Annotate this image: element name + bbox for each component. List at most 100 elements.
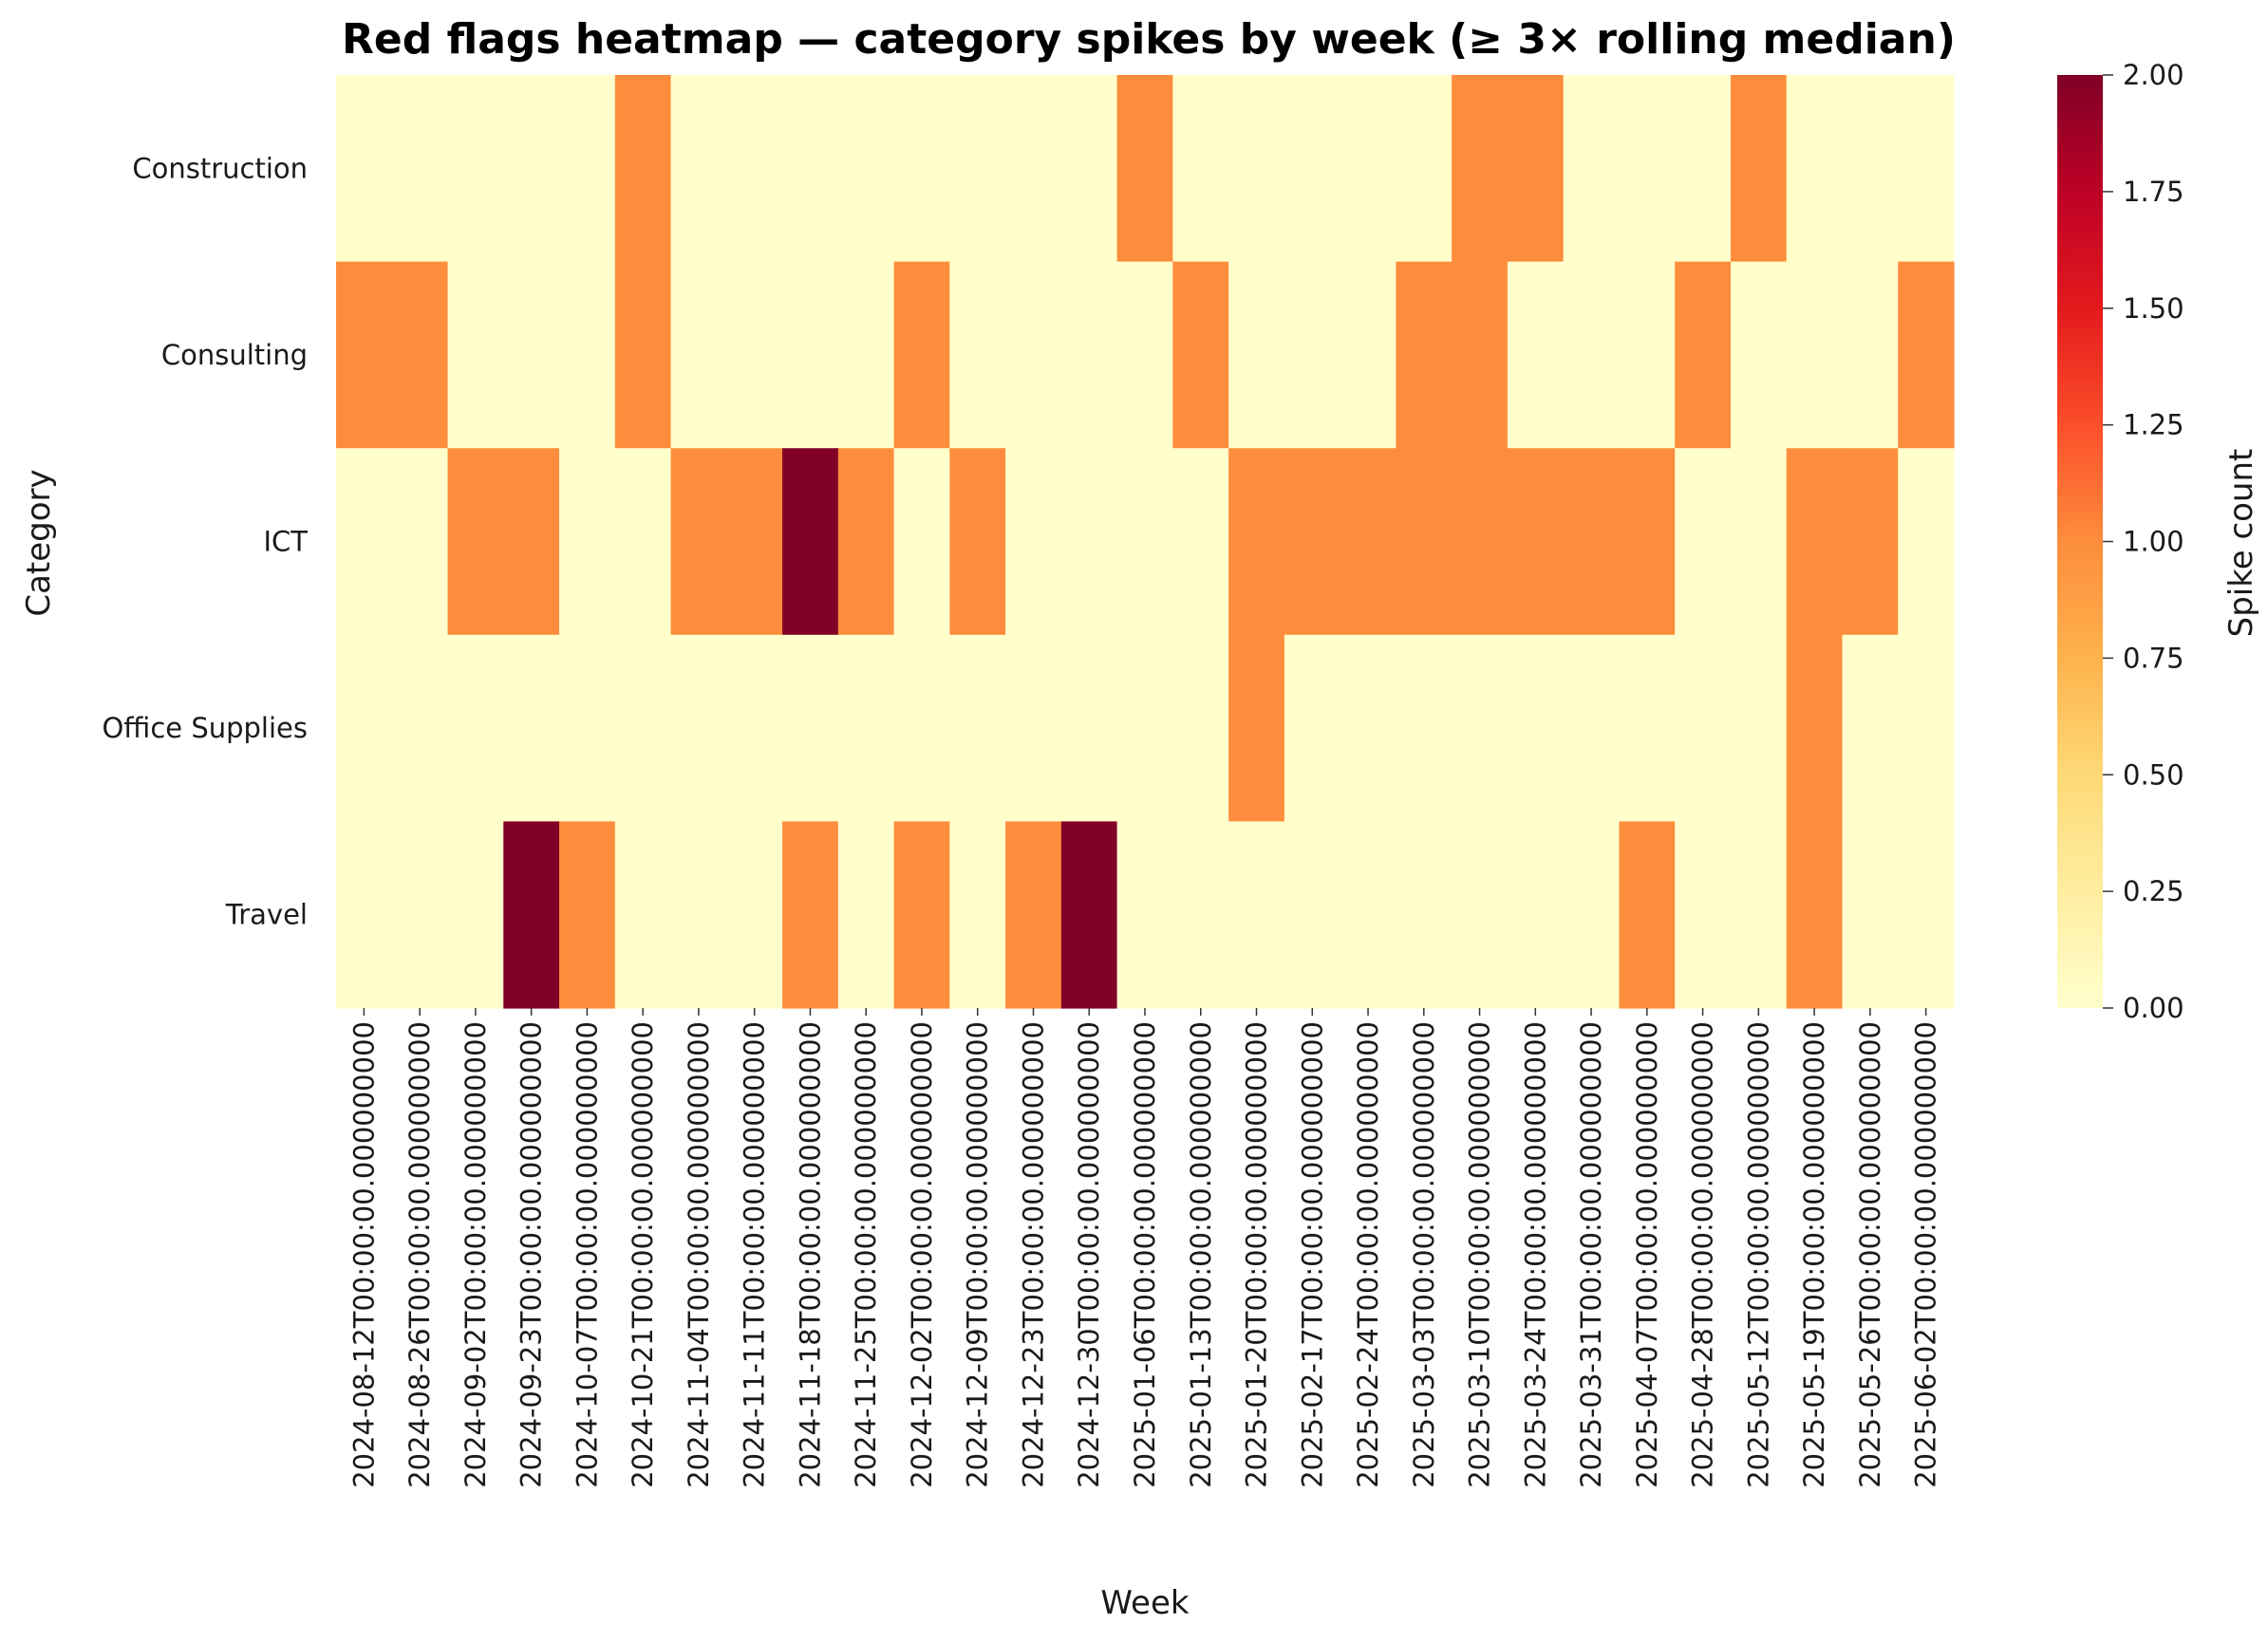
heatmap-cell: [1228, 75, 1285, 263]
y-tick-label: Consulting: [161, 339, 308, 371]
heatmap-cell: [893, 634, 950, 822]
heatmap-cell: [949, 448, 1006, 636]
heatmap-cell: [559, 821, 616, 1009]
heatmap-cell: [503, 448, 560, 636]
heatmap-cell: [949, 821, 1006, 1009]
heatmap-cell: [782, 75, 839, 263]
y-tick-label: ICT: [263, 526, 308, 558]
colorbar-label: Spike count: [2222, 449, 2260, 638]
x-tick-label: 2025-06-02T00:00:00.000000000: [1910, 1021, 1942, 1488]
heatmap-cell: [837, 75, 895, 263]
heatmap-cell: [782, 634, 839, 822]
heatmap-cell: [949, 634, 1006, 822]
x-tick-label: 2025-05-19T00:00:00.000000000: [1798, 1021, 1830, 1488]
heatmap-cell: [614, 821, 672, 1009]
heatmap-cell: [1060, 448, 1118, 636]
y-tick-label: Office Supplies: [102, 712, 308, 744]
heatmap-cell: [614, 634, 672, 822]
colorbar-tick-label: 1.25: [2123, 409, 2184, 441]
heatmap-cell: [1005, 821, 1062, 1009]
heatmap-cell: [336, 634, 393, 822]
heatmap-cell: [391, 448, 449, 636]
heatmap-cell: [559, 448, 616, 636]
heatmap-cell: [1452, 261, 1509, 449]
x-tick-label: 2025-01-13T00:00:00.000000000: [1185, 1021, 1217, 1488]
heatmap-cell: [1116, 261, 1173, 449]
heatmap-cell: [1005, 448, 1062, 636]
heatmap-cell: [1172, 75, 1229, 263]
colorbar-tick-label: 0.00: [2123, 992, 2184, 1024]
heatmap-cell: [1786, 448, 1844, 636]
heatmap-cell: [1507, 261, 1565, 449]
heatmap-cell: [447, 261, 504, 449]
heatmap-cell: [1172, 448, 1229, 636]
heatmap-cell: [837, 634, 895, 822]
x-tick-label: 2024-11-25T00:00:00.000000000: [850, 1021, 882, 1488]
heatmap-cell: [1284, 821, 1341, 1009]
heatmap-cell: [1730, 634, 1788, 822]
heatmap-cell: [1060, 821, 1118, 1009]
heatmap-cell: [726, 634, 783, 822]
x-tick-label: 2024-12-02T00:00:00.000000000: [906, 1021, 938, 1488]
heatmap-cell: [1340, 261, 1397, 449]
heatmap-cell: [1396, 448, 1453, 636]
heatmap-cell: [503, 75, 560, 263]
x-tick-label: 2025-03-31T00:00:00.000000000: [1575, 1021, 1607, 1488]
heatmap-cell: [1116, 448, 1173, 636]
heatmap-cell: [1619, 75, 1676, 263]
heatmap-cell: [336, 75, 393, 263]
heatmap-cells: [336, 75, 1955, 1009]
heatmap-cell: [1675, 448, 1732, 636]
heatmap-cell: [1563, 261, 1621, 449]
heatmap-cell: [1452, 634, 1509, 822]
heatmap-cell: [837, 261, 895, 449]
heatmap-cell: [1730, 75, 1788, 263]
heatmap-cell: [1563, 448, 1621, 636]
heatmap-cell: [559, 261, 616, 449]
heatmap-cell: [1452, 75, 1509, 263]
heatmap-cell: [1842, 634, 1899, 822]
heatmap-cell: [1172, 821, 1229, 1009]
heatmap-cell: [1619, 448, 1676, 636]
heatmap-cell: [1842, 75, 1899, 263]
x-tick-label: 2024-12-09T00:00:00.000000000: [962, 1021, 994, 1488]
x-tick-label: 2025-04-07T00:00:00.000000000: [1631, 1021, 1663, 1488]
heatmap-cell: [614, 448, 672, 636]
colorbar-tick-label: 1.75: [2123, 176, 2184, 208]
heatmap-cell: [1619, 634, 1676, 822]
heatmap-cell: [1842, 448, 1899, 636]
heatmap-cell: [336, 821, 393, 1009]
heatmap-cell: [1786, 821, 1844, 1009]
y-tick-label: Construction: [132, 152, 308, 184]
heatmap-cell: [336, 448, 393, 636]
x-tick-label: 2025-03-10T00:00:00.000000000: [1464, 1021, 1496, 1488]
heatmap-cell: [1284, 448, 1341, 636]
heatmap-cell: [559, 634, 616, 822]
heatmap-cell: [1675, 261, 1732, 449]
colorbar-ticks: 0.00 0.25 0.50 0.75 1.00 1.25 1.50 1.75 2.00: [2103, 59, 2184, 1024]
heatmap-cell: [893, 448, 950, 636]
heatmap-cell: [1396, 634, 1453, 822]
heatmap-cell: [1619, 821, 1676, 1009]
x-axis-label: Week: [1100, 1584, 1189, 1622]
heatmap-cell: [614, 75, 672, 263]
heatmap-cell: [949, 75, 1006, 263]
heatmap-cell: [1675, 75, 1732, 263]
x-tick-label: 2025-01-06T00:00:00.000000000: [1129, 1021, 1161, 1488]
heatmap-cell: [1898, 821, 1955, 1009]
heatmap-cell: [1340, 821, 1397, 1009]
x-tick-label: 2025-03-03T00:00:00.000000000: [1408, 1021, 1440, 1488]
colorbar-tick-label: 0.25: [2123, 875, 2184, 907]
x-tick-label: 2024-12-30T00:00:00.000000000: [1073, 1021, 1105, 1488]
heatmap-cell: [1396, 75, 1453, 263]
heatmap-cell: [1228, 448, 1285, 636]
heatmap-cell: [726, 75, 783, 263]
heatmap-cell: [1898, 75, 1955, 263]
x-tick-label: 2024-10-07T00:00:00.000000000: [571, 1021, 603, 1488]
x-tick-label: 2025-02-17T00:00:00.000000000: [1296, 1021, 1328, 1488]
heatmap-cell: [1284, 634, 1341, 822]
heatmap-cell: [503, 821, 560, 1009]
heatmap-cell: [1619, 261, 1676, 449]
heatmap-cell: [1842, 261, 1899, 449]
